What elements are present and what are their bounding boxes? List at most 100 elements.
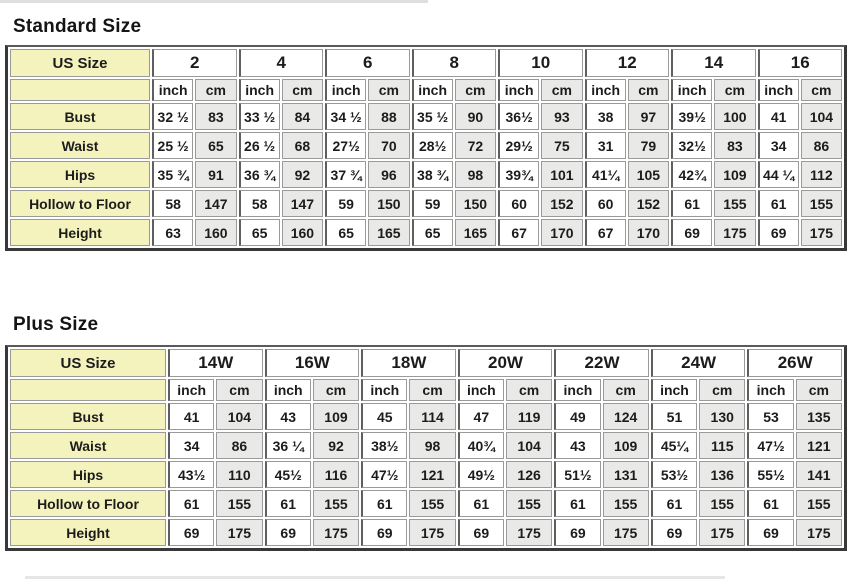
standard-size-title: Standard Size [13,16,142,37]
cm-value-cell: 155 [409,490,456,517]
size-header: 22W [554,349,649,377]
cm-value-cell: 124 [602,403,649,430]
inch-value-cell: 69 [671,219,713,246]
inch-value-cell: 55½ [747,461,794,488]
inch-value-cell: 61 [264,490,311,517]
unit-inch-header: inch [554,379,601,401]
measurement-row-label: Hollow to Floor [10,490,166,517]
cm-value-cell: 79 [627,132,669,159]
cm-value-cell: 126 [505,461,553,488]
inch-value-cell: 36½ [498,103,540,130]
inch-value-cell: 47½ [361,461,408,488]
inch-value-cell: 65 [238,219,280,246]
inch-value-cell: 38 [584,103,626,130]
inch-value-cell: 47 [457,403,504,430]
inch-value-cell: 38 ¾ [411,161,453,188]
cm-value-cell: 84 [281,103,323,130]
plus-size-table: US Size 14W 16W 18W 20W 22W 24W 26W inch cm inch cm… [5,345,847,551]
cm-value-cell: 100 [714,103,756,130]
inch-value-cell: 43 [264,403,311,430]
inch-value-cell: 41 [168,403,215,430]
inch-value-cell: 39½ [671,103,713,130]
inch-value-cell: 43½ [168,461,215,488]
cm-value-cell: 68 [281,132,323,159]
top-edge-artifact [0,0,428,3]
unit-inch-header: inch [152,79,194,101]
unit-cm-header: cm [795,379,842,401]
size-header: 20W [457,349,553,377]
cm-value-cell: 88 [368,103,410,130]
cm-value-cell: 150 [454,190,496,217]
unit-cm-header: cm [800,79,842,101]
inch-value-cell: 61 [757,190,799,217]
cm-value-cell: 155 [216,490,263,517]
cm-value-cell: 115 [699,432,746,459]
inch-value-cell: 58 [152,190,194,217]
unit-cm-header: cm [216,379,263,401]
inch-value-cell: 49½ [457,461,504,488]
cm-value-cell: 152 [541,190,583,217]
unit-cm-header: cm [627,79,669,101]
cm-value-cell: 131 [602,461,649,488]
cm-value-cell: 86 [216,432,263,459]
cm-value-cell: 91 [195,161,237,188]
cm-value-cell: 86 [800,132,842,159]
inch-value-cell: 61 [650,490,698,517]
size-header: 16W [264,349,360,377]
inch-value-cell: 28½ [411,132,453,159]
inch-value-cell: 45½ [264,461,311,488]
inch-value-cell: 45 [361,403,408,430]
cm-value-cell: 93 [541,103,583,130]
unit-inch-header: inch [457,379,504,401]
cm-value-cell: 109 [312,403,360,430]
inch-value-cell: 67 [584,219,626,246]
cm-value-cell: 155 [699,490,746,517]
inch-value-cell: 61 [361,490,408,517]
inch-value-cell: 39¾ [498,161,540,188]
inch-value-cell: 26 ½ [238,132,280,159]
inch-value-cell: 61 [554,490,601,517]
measurement-row-label: Height [10,219,150,246]
cm-value-cell: 98 [409,432,456,459]
inch-value-cell: 47½ [747,432,794,459]
inch-value-cell: 32½ [671,132,713,159]
cm-value-cell: 175 [795,519,842,546]
inch-value-cell: 41¼ [584,161,626,188]
inch-value-cell: 53 [747,403,794,430]
inch-value-cell: 53½ [650,461,698,488]
unit-inch-header: inch [168,379,215,401]
cm-value-cell: 112 [800,161,842,188]
cm-value-cell: 72 [454,132,496,159]
unit-inch-header: inch [325,79,367,101]
cm-value-cell: 155 [795,490,842,517]
cm-value-cell: 90 [454,103,496,130]
unit-inch-header: inch [747,379,794,401]
cm-value-cell: 109 [602,432,649,459]
inch-value-cell: 35 ¾ [152,161,194,188]
size-header: 14 [671,49,756,77]
unit-inch-header: inch [650,379,698,401]
unit-cm-header: cm [409,379,456,401]
corner-empty-cell [10,379,166,401]
bottom-edge-artifact [25,576,725,579]
unit-cm-header: cm [505,379,553,401]
inch-value-cell: 34 ½ [325,103,367,130]
size-header: 24W [650,349,746,377]
inch-value-cell: 41 [757,103,799,130]
cm-value-cell: 155 [505,490,553,517]
cm-value-cell: 105 [627,161,669,188]
inch-value-cell: 58 [238,190,280,217]
inch-value-cell: 32 ½ [152,103,194,130]
inch-value-cell: 60 [584,190,626,217]
cm-value-cell: 104 [216,403,263,430]
cm-value-cell: 114 [409,403,456,430]
plus-size-title: Plus Size [13,314,99,335]
cm-value-cell: 175 [312,519,360,546]
us-size-corner-label: US Size [10,49,150,77]
size-header: 26W [747,349,842,377]
measurement-row-label: Waist [10,432,166,459]
cm-value-cell: 165 [368,219,410,246]
cm-value-cell: 175 [602,519,649,546]
cm-value-cell: 155 [602,490,649,517]
